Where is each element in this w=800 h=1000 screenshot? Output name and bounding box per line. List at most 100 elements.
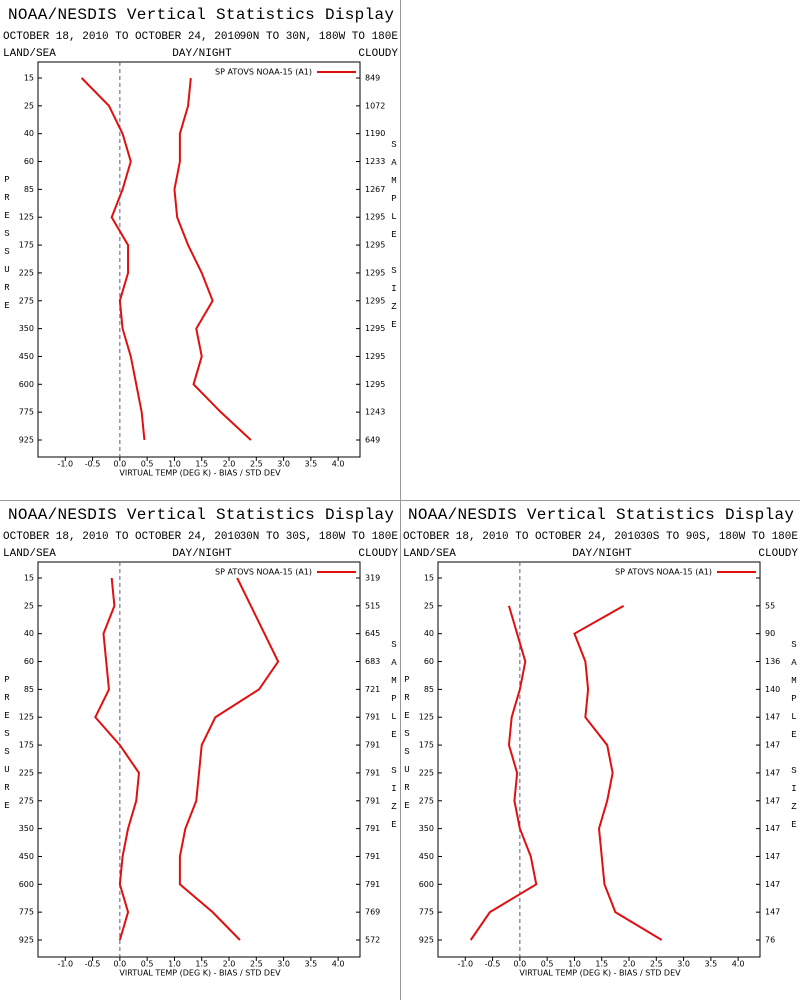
y-tick-label: 225 <box>19 768 34 777</box>
date-range: OCTOBER 18, 2010 TO OCTOBER 24, 2010 <box>3 531 241 543</box>
y-tick-label: 85 <box>24 185 34 194</box>
y-tick-label: 125 <box>19 213 34 222</box>
y-tick-label: 350 <box>19 324 34 333</box>
y-tick-label: 350 <box>19 824 34 833</box>
sample-size: 140 <box>765 685 780 694</box>
sample-size: 147 <box>765 713 780 722</box>
sample-size: 76 <box>765 936 775 945</box>
y-tick-label: 925 <box>19 436 34 445</box>
y-tick-label: 450 <box>419 852 434 861</box>
y-tick-label: 85 <box>24 685 34 694</box>
y-tick-label: 225 <box>19 268 34 277</box>
legend-label: SP ATOVS NOAA-15 (A1) <box>215 68 312 77</box>
y-tick-label: 15 <box>424 574 434 583</box>
x-tick-label: 2.5 <box>650 960 663 969</box>
y-tick-label: 175 <box>19 241 34 250</box>
x-tick-label: 1.5 <box>195 460 208 469</box>
sample-size: 572 <box>365 936 380 945</box>
y-tick-label: 40 <box>24 129 34 138</box>
x-tick-label: 1.5 <box>195 960 208 969</box>
y-tick-label: 60 <box>24 657 34 666</box>
y-axis-label: PRESSURE <box>2 175 12 319</box>
x-tick-label: -1.0 <box>57 460 73 469</box>
region: 30N TO 30S, 180W TO 180E <box>240 531 399 543</box>
sample-size: 649 <box>365 436 380 445</box>
x-tick-label: 3.5 <box>305 960 318 969</box>
cloudy: CLOUDY <box>358 548 398 560</box>
sample-size: 147 <box>765 908 780 917</box>
y2-axis-label: SAMPLE SIZE <box>389 640 399 838</box>
sample-size: 791 <box>365 768 380 777</box>
y-tick-label: 25 <box>24 101 34 110</box>
x-tick-label: 3.0 <box>677 960 690 969</box>
date-range: OCTOBER 18, 2010 TO OCTOBER 24, 2010 <box>3 31 241 43</box>
sample-size: 136 <box>765 657 780 666</box>
y-tick-label: 600 <box>419 880 434 889</box>
sample-size: 1243 <box>365 408 385 417</box>
cloudy: CLOUDY <box>358 48 398 60</box>
panel-title: NOAA/NESDIS Vertical Statistics Display <box>8 6 394 24</box>
sample-size: 90 <box>765 629 775 638</box>
y-tick-label: 25 <box>424 601 434 610</box>
y-tick-label: 40 <box>24 629 34 638</box>
y-tick-label: 125 <box>419 713 434 722</box>
chart-panel: NOAA/NESDIS Vertical Statistics Display O… <box>2 506 399 977</box>
sample-size: 683 <box>365 657 380 666</box>
sample-size: 1295 <box>365 241 385 250</box>
x-tick-label: 0.0 <box>513 960 526 969</box>
sample-size: 791 <box>365 880 380 889</box>
x-tick-label: 0.5 <box>141 960 154 969</box>
y2-axis-label: SAMPLE SIZE <box>389 140 399 338</box>
region: 30S TO 90S, 180W TO 180E <box>640 531 799 543</box>
region: 90N TO 30N, 180W TO 180E <box>240 31 399 43</box>
sample-size: 791 <box>365 852 380 861</box>
x-tick-label: 3.0 <box>277 960 290 969</box>
chart-panel: NOAA/NESDIS Vertical Statistics Display O… <box>402 506 799 977</box>
y-tick-label: 175 <box>19 741 34 750</box>
x-tick-label: 4.0 <box>332 960 345 969</box>
x-tick-label: -0.5 <box>85 460 101 469</box>
day-night: DAY/NIGHT <box>172 548 232 560</box>
land-sea: LAND/SEA <box>3 548 56 560</box>
y-tick-label: 775 <box>19 408 34 417</box>
sample-size: 1295 <box>365 213 385 222</box>
x-tick-label: 1.0 <box>568 960 581 969</box>
y-tick-label: 450 <box>19 352 34 361</box>
data-line <box>469 605 538 941</box>
data-line <box>94 577 141 941</box>
x-tick-label: 1.5 <box>595 960 608 969</box>
x-tick-label: 3.5 <box>305 460 318 469</box>
x-tick-label: 2.5 <box>250 460 263 469</box>
x-tick-label: 0.5 <box>141 460 154 469</box>
x-tick-label: -0.5 <box>85 960 101 969</box>
x-tick-label: 2.5 <box>250 960 263 969</box>
y-axis-label: PRESSURE <box>2 675 12 819</box>
x-tick-label: -1.0 <box>57 960 73 969</box>
sample-size: 147 <box>765 796 780 805</box>
sample-size: 791 <box>365 824 380 833</box>
legend-label: SP ATOVS NOAA-15 (A1) <box>215 568 312 577</box>
sample-size: 791 <box>365 796 380 805</box>
x-axis-label: VIRTUAL TEMP (DEG K) - BIAS / STD DEV <box>519 969 681 978</box>
sample-size: 1295 <box>365 268 385 277</box>
date-range: OCTOBER 18, 2010 TO OCTOBER 24, 2010 <box>403 531 641 543</box>
sample-size: 849 <box>365 74 380 83</box>
sample-size: 791 <box>365 741 380 750</box>
y-axis-label: PRESSURE <box>402 675 412 819</box>
sample-size: 1295 <box>365 324 385 333</box>
y-tick-label: 450 <box>19 852 34 861</box>
y-tick-label: 275 <box>19 796 34 805</box>
plot-frame <box>37 561 361 958</box>
y-tick-label: 25 <box>24 601 34 610</box>
chart-panel: NOAA/NESDIS Vertical Statistics Display O… <box>2 6 399 477</box>
data-line <box>173 77 252 441</box>
sample-size: 1295 <box>365 380 385 389</box>
x-tick-label: 2.0 <box>223 960 236 969</box>
y-tick-label: 600 <box>19 880 34 889</box>
x-tick-label: 3.0 <box>277 460 290 469</box>
sample-size: 319 <box>365 574 380 583</box>
x-tick-label: 2.0 <box>223 460 236 469</box>
plot-frame <box>437 561 761 958</box>
y-tick-label: 275 <box>19 296 34 305</box>
y-tick-label: 275 <box>419 796 434 805</box>
